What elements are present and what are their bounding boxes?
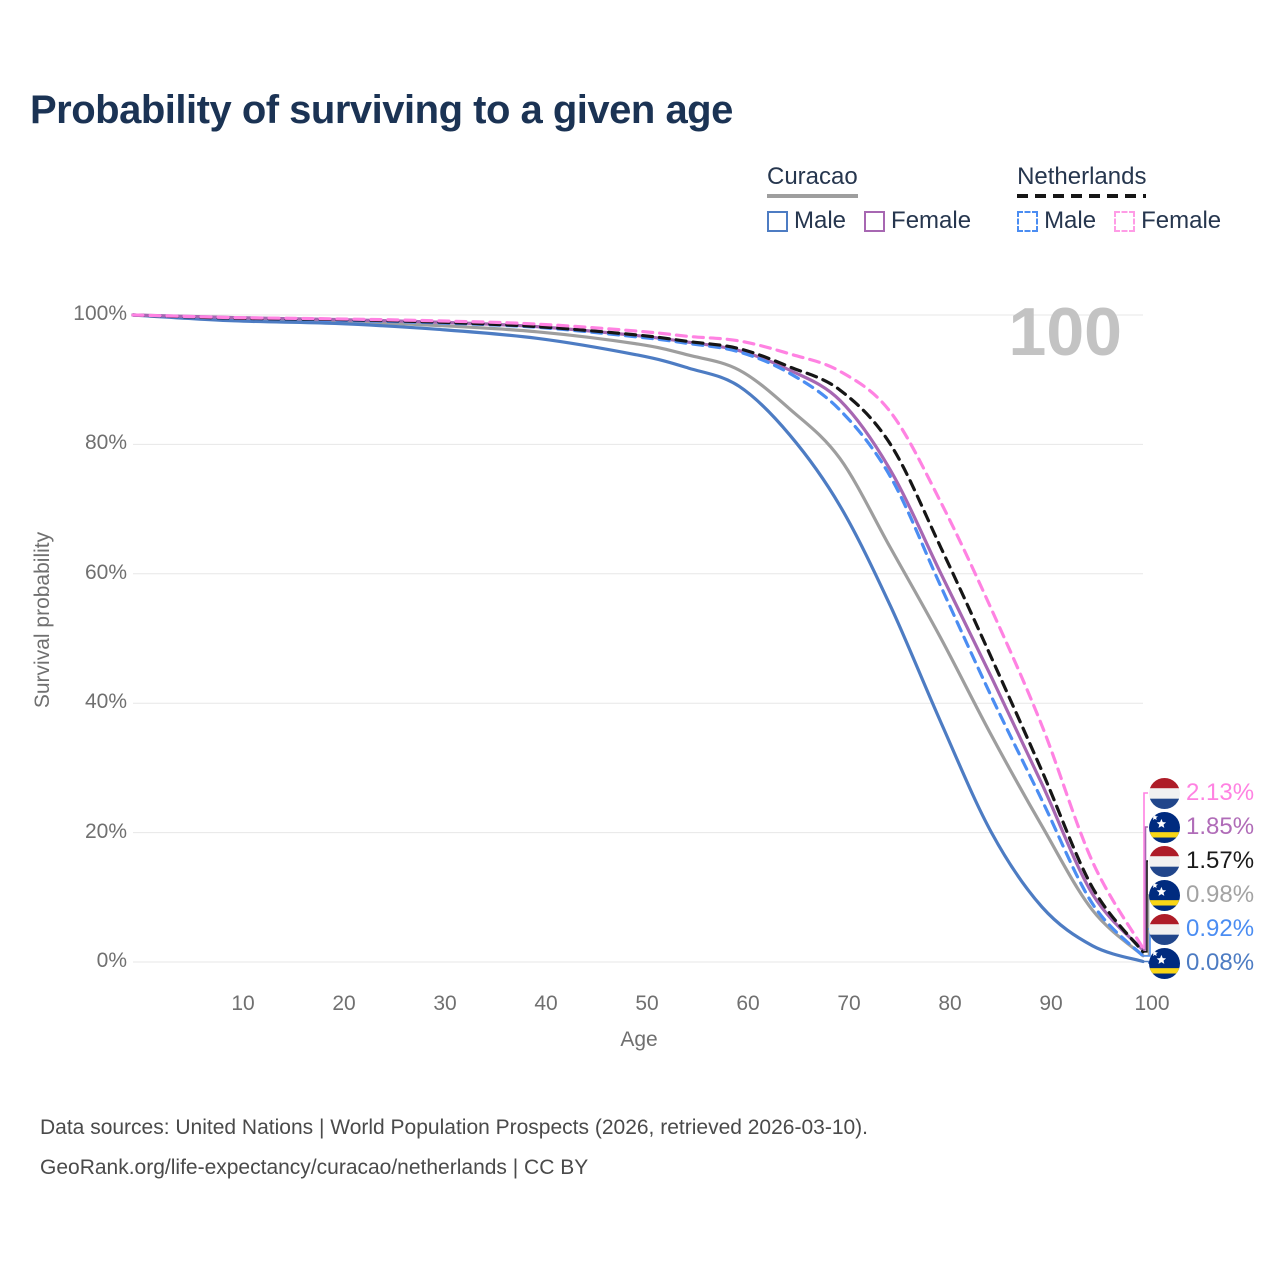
page-title: Probability of surviving to a given age [30,88,733,132]
curve-netherlands-female [131,313,1145,950]
legend-header-curacao-label: Curacao [767,163,858,190]
end-value-label: 1.85% [1186,813,1255,840]
curacao-male-swatch-icon [767,210,788,232]
curacao-flag-icon [1149,879,1180,911]
attribution-line: GeoRank.org/life-expectancy/curacao/neth… [40,1156,589,1179]
y-tick-label: 60% [84,560,127,584]
legend-item-label: Female [1141,207,1222,234]
curve-curacao-total [131,313,1145,958]
curacao-flag-icon [1149,811,1180,843]
netherlands-line-sample [1017,194,1147,198]
legend-item-netherlands-female[interactable]: Female [1114,207,1221,235]
legend-header-curacao[interactable]: Curacao [767,163,858,198]
legend-group-curacao: Curacao Male Female [767,163,971,235]
data-sources-line: Data sources: United Nations | World Pop… [40,1116,869,1139]
y-tick-label: 40% [84,690,127,714]
curacao-female-swatch-icon [864,210,886,232]
end-label-row-netherlands-female: 2.13% [1149,777,1254,809]
end-label-row-netherlands-male: 0.92% [1149,913,1254,945]
leader-line-netherlands-male [1143,928,1151,957]
x-tick-label: 100 [1134,992,1170,1015]
legend-item-label: Female [891,207,972,234]
legend-group-netherlands: Netherlands Male Female [1017,163,1221,235]
curve-curacao-male [131,313,1145,964]
y-axis-title: Survival probability [31,531,54,709]
netherlands-female-swatch-icon [1114,210,1136,232]
curve-netherlands-male [131,313,1145,958]
x-tick-label: 50 [635,992,659,1015]
x-tick-label: 20 [332,992,356,1015]
netherlands-flag-icon [1149,777,1180,809]
end-label-row-curacao-female: 1.85% [1149,811,1254,843]
end-value-label: 0.98% [1186,881,1255,908]
x-tick-label: 10 [231,992,255,1015]
x-tick-label: 90 [1039,992,1063,1015]
netherlands-flag-icon [1149,913,1180,945]
legend-item-curacao-female[interactable]: Female [864,207,971,235]
x-tick-label: 60 [736,992,760,1015]
x-tick-label: 70 [837,992,861,1015]
legend-header-netherlands-label: Netherlands [1017,163,1147,190]
end-value-label: 0.92% [1186,915,1255,942]
end-value-label: 1.57% [1186,847,1255,874]
curacao-flag-icon [1149,947,1180,979]
legend-items-netherlands: Male Female [1017,207,1221,235]
age-watermark: 100 [1008,294,1122,370]
leader-line-netherlands-total [1143,860,1148,953]
end-value-label: 2.13% [1186,779,1255,806]
x-axis-title: Age [620,1028,658,1051]
legend-item-label: Male [794,207,847,234]
end-value-label: 0.08% [1186,949,1255,976]
legend-item-curacao-male[interactable]: Male [767,207,846,235]
leader-line-curacao-female [1143,826,1148,951]
x-tick-label: 40 [534,992,558,1015]
legend-item-label: Male [1044,207,1097,234]
x-tick-label: 30 [433,992,457,1015]
y-tick-label: 20% [84,819,127,843]
netherlands-flag-icon [1149,845,1180,877]
end-label-row-netherlands-total: 1.57% [1149,845,1254,877]
y-tick-label: 80% [84,431,127,455]
x-tick-label: 80 [938,992,962,1015]
chart-legend: Curacao Male Female Netherlands [767,163,1221,235]
leader-line-netherlands-female [1143,792,1148,949]
netherlands-male-swatch-icon [1017,210,1039,232]
curve-netherlands-total [131,313,1145,954]
legend-item-netherlands-male[interactable]: Male [1017,207,1096,235]
end-label-row-curacao-total: 0.98% [1149,879,1254,911]
curve-curacao-female [131,313,1145,952]
y-tick-label: 0% [96,949,127,972]
end-label-row-curacao-male: 0.08% [1149,947,1254,979]
legend-header-netherlands[interactable]: Netherlands [1017,163,1147,198]
curacao-line-sample [767,194,858,198]
legend-items-curacao: Male Female [767,207,971,235]
footer: Data sources: United Nations | World Pop… [40,1108,868,1188]
y-tick-label: 100% [73,302,127,325]
